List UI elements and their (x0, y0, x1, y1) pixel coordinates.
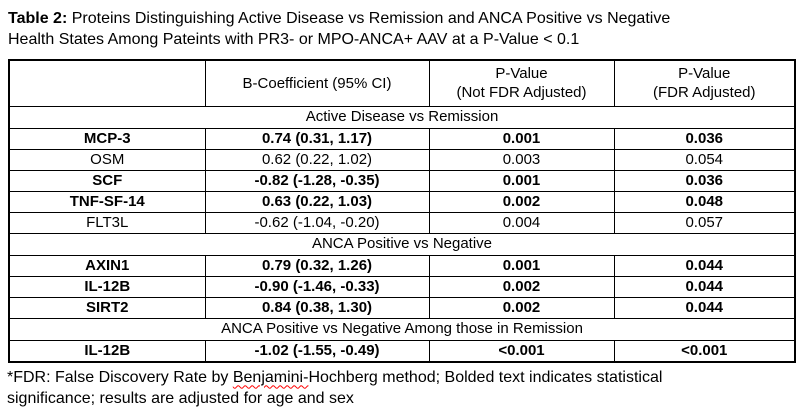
b-coefficient-cell: 0.84 (0.38, 1.30) (204, 296, 430, 319)
b-coefficient-cell: -0.62 (-1.04, -0.20) (204, 211, 430, 234)
table-title-line2: Health States Among Pateints with PR3- o… (8, 31, 580, 48)
header-bcoef-label: B-Coefficient (95% CI) (242, 74, 392, 92)
table-row: AXIN1 0.79 (0.32, 1.26) 0.001 0.044 (8, 254, 796, 277)
misspelled-word: Benjamini- (232, 368, 309, 386)
header-pvalue-raw-line1: P-Value (495, 65, 548, 83)
table-title-line1: Proteins Distinguishing Active Disease v… (71, 10, 671, 27)
p-value-fdr-cell: 0.057 (613, 211, 796, 234)
table-row: SCF -0.82 (-1.28, -0.35) 0.001 0.036 (8, 169, 796, 192)
header-row: B-Coefficient (95% CI) P-Value (Not FDR … (8, 59, 796, 107)
section-header-row: Active Disease vs Remission (8, 105, 796, 129)
protein-cell: IL-12B (8, 275, 206, 298)
b-coefficient-cell: 0.63 (0.22, 1.03) (204, 190, 430, 213)
protein-cell: MCP-3 (8, 127, 206, 150)
p-value-fdr-cell: 0.044 (613, 275, 796, 298)
p-value-raw-cell: 0.002 (428, 296, 615, 319)
p-value-fdr-cell: 0.036 (613, 127, 796, 150)
section-header-label: ANCA Positive vs Negative Among those in… (8, 317, 796, 341)
p-value-fdr-cell: 0.048 (613, 190, 796, 213)
b-coefficient-cell: 0.62 (0.22, 1.02) (204, 148, 430, 171)
p-value-fdr-cell: 0.036 (613, 169, 796, 192)
header-pvalue-raw-line2: (Not FDR Adjusted) (456, 84, 587, 102)
section-header-label: Active Disease vs Remission (8, 105, 796, 129)
header-protein-cell (8, 59, 206, 107)
p-value-raw-cell: 0.002 (428, 190, 615, 213)
section-header-row: ANCA Positive vs Negative (8, 232, 796, 256)
table-row: IL-12B -0.90 (-1.46, -0.33) 0.002 0.044 (8, 275, 796, 298)
protein-cell: SCF (8, 169, 206, 192)
protein-cell: FLT3L (8, 211, 206, 234)
protein-cell: TNF-SF-14 (8, 190, 206, 213)
b-coefficient-cell: 0.74 (0.31, 1.17) (204, 127, 430, 150)
b-coefficient-cell: -1.02 (-1.55, -0.49) (204, 339, 430, 362)
results-table: B-Coefficient (95% CI) P-Value (Not FDR … (8, 59, 796, 363)
b-coefficient-cell: -0.82 (-1.28, -0.35) (204, 169, 430, 192)
p-value-fdr-cell: <0.001 (613, 339, 796, 362)
p-value-raw-cell: 0.003 (428, 148, 615, 171)
header-pvalue-fdr-cell: P-Value (FDR Adjusted) (613, 59, 796, 107)
footnote-text-part1: *FDR: False Discovery Rate by (7, 368, 233, 386)
table-row: IL-12B -1.02 (-1.55, -0.49) <0.001 <0.00… (8, 339, 796, 362)
section-header-label: ANCA Positive vs Negative (8, 232, 796, 256)
header-bcoef-cell: B-Coefficient (95% CI) (204, 59, 430, 107)
b-coefficient-cell: -0.90 (-1.46, -0.33) (204, 275, 430, 298)
table-title-label: Table 2: (8, 10, 68, 27)
header-pvalue-fdr-line2: (FDR Adjusted) (652, 84, 756, 102)
section-header-row: ANCA Positive vs Negative Among those in… (8, 317, 796, 341)
table-row: SIRT2 0.84 (0.38, 1.30) 0.002 0.044 (8, 296, 796, 319)
p-value-fdr-cell: 0.044 (613, 254, 796, 277)
p-value-raw-cell: 0.004 (428, 211, 615, 234)
protein-cell: SIRT2 (8, 296, 206, 319)
table-row: FLT3L -0.62 (-1.04, -0.20) 0.004 0.057 (8, 211, 796, 234)
header-pvalue-raw-cell: P-Value (Not FDR Adjusted) (428, 59, 615, 107)
protein-cell: AXIN1 (8, 254, 206, 277)
footnote-text-part2: Hochberg method; Bolded text indicates s… (308, 368, 663, 386)
table-row: TNF-SF-14 0.63 (0.22, 1.03) 0.002 0.048 (8, 190, 796, 213)
protein-cell: OSM (8, 148, 206, 171)
p-value-fdr-cell: 0.054 (613, 148, 796, 171)
header-pvalue-fdr-line1: P-Value (678, 65, 731, 83)
table-row: OSM 0.62 (0.22, 1.02) 0.003 0.054 (8, 148, 796, 171)
p-value-raw-cell: 0.001 (428, 169, 615, 192)
p-value-fdr-cell: 0.044 (613, 296, 796, 319)
p-value-raw-cell: 0.001 (428, 254, 615, 277)
p-value-raw-cell: 0.001 (428, 127, 615, 150)
protein-cell: IL-12B (8, 339, 206, 362)
b-coefficient-cell: 0.79 (0.32, 1.26) (204, 254, 430, 277)
p-value-raw-cell: <0.001 (428, 339, 615, 362)
footnote-text-line2: significance; results are adjusted for a… (7, 389, 354, 407)
p-value-raw-cell: 0.002 (428, 275, 615, 298)
table-title: Table 2: Proteins Distinguishing Active … (8, 8, 794, 50)
table-row: MCP-3 0.74 (0.31, 1.17) 0.001 0.036 (8, 127, 796, 150)
table-footnote: *FDR: False Discovery Rate by Benjamini-… (7, 367, 794, 409)
